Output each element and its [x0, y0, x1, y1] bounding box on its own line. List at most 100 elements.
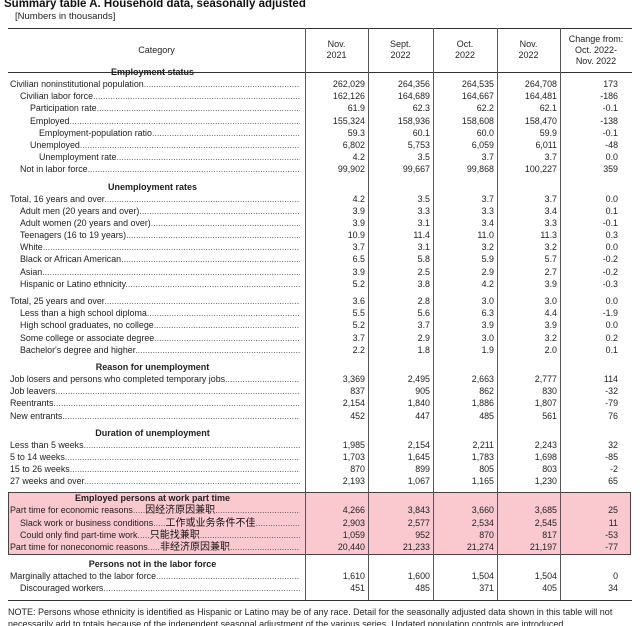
row-value: 34 [608, 583, 618, 594]
row-value: 3.7 [481, 193, 494, 204]
table-row: Slack work or business conditions.....工作… [0, 517, 640, 529]
row-value: 60.0 [476, 127, 494, 138]
row-value: -0.2 [602, 266, 618, 277]
row-value: 59.3 [347, 127, 365, 138]
table-row: Some college or associate degree........… [0, 332, 640, 344]
row-value: 1,504 [471, 571, 494, 582]
table-row: Employment-population ratio.............… [0, 127, 640, 139]
row-label: Hispanic or Latino ethnicity [20, 278, 126, 289]
section-heading-label: Employed persons at work part time [74, 493, 231, 504]
row-value: 1,165 [471, 476, 494, 487]
row-value: 3.9 [352, 205, 365, 216]
section-heading: Duration of unemployment [0, 427, 640, 439]
row-value: 5.5 [352, 308, 365, 319]
row-value: 2.0 [544, 344, 557, 355]
table-row: Total, 25 years and over................… [0, 295, 640, 307]
row-value: 1,059 [342, 529, 365, 540]
section-heading-label: Employment status [110, 67, 195, 77]
dot-leader: ........................................… [255, 517, 300, 528]
row-value: 2,193 [342, 476, 365, 487]
row-value: 817 [542, 529, 557, 540]
row-label-cell: 15 to 26 weeks..........................… [10, 463, 300, 475]
section-heading-label: Persons not in the labor force [88, 559, 217, 570]
row-value: 3.2 [544, 332, 557, 343]
row-value: 3.4 [481, 217, 494, 228]
row-value: 3.7 [352, 242, 365, 253]
row-value: 0.0 [605, 152, 618, 163]
row-label: Less than 5 weeks [10, 439, 84, 450]
row-value: 830 [542, 386, 557, 397]
dot-leader: ........................................… [79, 139, 300, 150]
dot-leader: ........................................… [62, 410, 300, 421]
row-label-cell: Less than a high school diploma.........… [20, 307, 300, 319]
row-value: 2.9 [417, 332, 430, 343]
header-category: Category [138, 44, 175, 55]
dot-leader: ..... [137, 529, 150, 540]
row-label: Job losers and persons who completed tem… [10, 373, 226, 384]
table-body: Employment status Civilian noninstitution… [0, 66, 640, 595]
row-value: 158,936 [397, 115, 430, 126]
table-row: High school graduates, no college.......… [0, 319, 640, 331]
row-label: Marginally attached to the labor force [10, 571, 157, 582]
row-value: 99,902 [337, 164, 365, 175]
row-value: 2.7 [544, 266, 557, 277]
row-label: Employed [30, 115, 70, 126]
dot-leader: ........................................… [96, 103, 300, 114]
dot-leader: ........................................… [84, 476, 300, 487]
column-divider [497, 28, 498, 600]
table-row: Civilian noninstitutional population....… [0, 78, 640, 90]
dot-leader: ........................................… [42, 266, 300, 277]
row-value: 862 [479, 386, 494, 397]
dot-leader: ........................................… [69, 115, 300, 126]
row-value: 870 [479, 529, 494, 540]
dot-leader: ........................................… [87, 164, 300, 175]
row-label: Teenagers (16 to 19 years) [20, 230, 127, 241]
row-value: -0.3 [602, 278, 618, 289]
row-value: 0.2 [605, 332, 618, 343]
header-sept-2022: Sept. 2022 [389, 39, 411, 60]
dot-leader: ........................................… [83, 439, 300, 450]
dot-leader: ........................................… [215, 505, 300, 516]
row-label-cell: Adult women (20 years and over).........… [20, 217, 300, 229]
row-value: 5.2 [352, 278, 365, 289]
row-value: 21,233 [402, 542, 430, 552]
row-value: 164,481 [524, 91, 557, 102]
row-value: 262,029 [332, 79, 365, 89]
row-value: 4.4 [544, 308, 557, 319]
row-label: Reentrants [10, 398, 54, 409]
row-value: 0.3 [605, 230, 618, 241]
row-label: Part time for economic reasons [10, 505, 133, 516]
row-label: Total, 16 years and over [10, 193, 105, 204]
table-row: Less than 5 weeks.......................… [0, 439, 640, 451]
row-value: 264,535 [461, 79, 494, 89]
table-row: Teenagers (16 to 19 years)..............… [0, 229, 640, 241]
row-value: 5.8 [417, 254, 430, 265]
row-value: 164,689 [397, 91, 430, 102]
dot-leader: ........................................… [121, 254, 300, 265]
row-value: 4.2 [352, 193, 365, 204]
section-heading-label: Duration of unemployment [95, 427, 210, 438]
row-value: 2,243 [534, 439, 557, 450]
row-label-cell: Discouraged workers.....................… [20, 582, 300, 594]
row-value: 803 [542, 464, 557, 475]
table-row: Part time for economic reasons.....因经济原因… [0, 504, 640, 516]
row-value: 2.8 [417, 296, 430, 306]
row-annotation: 非经济原因兼职 [159, 542, 230, 553]
row-label-cell: 27 weeks and over.......................… [10, 475, 300, 487]
section-heading: Employed persons at work part time [0, 492, 640, 504]
row-label: High school graduates, no college [20, 320, 154, 331]
row-value: -53 [605, 529, 618, 540]
row-annotation: 只能找兼职 [149, 529, 200, 541]
row-value: 11.3 [540, 230, 557, 241]
row-value: -77 [605, 542, 618, 552]
row-label-cell: Black or African American...............… [20, 253, 300, 265]
row-value: 264,356 [397, 79, 430, 89]
row-value: -0.1 [602, 103, 618, 114]
row-value: 21,274 [466, 542, 494, 552]
highlight-box [8, 492, 631, 555]
row-value: 3.3 [544, 217, 557, 228]
dot-leader: ........................................… [135, 344, 300, 355]
row-value: 485 [479, 410, 494, 421]
row-value: 76 [608, 410, 618, 421]
row-value: -0.2 [602, 254, 618, 265]
